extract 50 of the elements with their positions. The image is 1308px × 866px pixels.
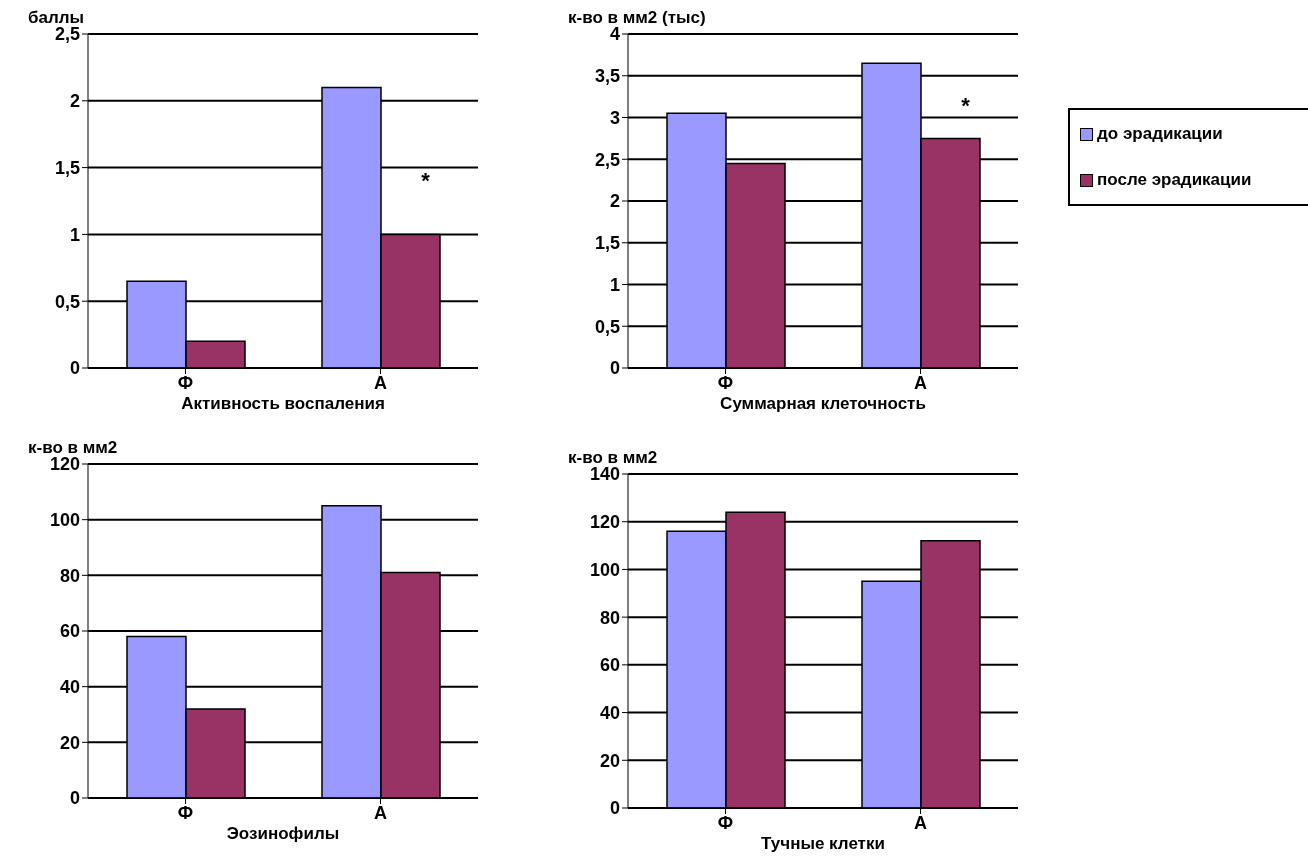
- y-tick-label: 2,5: [54, 24, 80, 45]
- y-tick-label: 1,5: [594, 233, 620, 254]
- annotation: *: [961, 93, 971, 119]
- x-axis-title: Активность воспаления: [180, 394, 386, 414]
- y-tick-label: 60: [599, 655, 620, 676]
- x-tick-label: А: [374, 372, 387, 393]
- y-tick-label: 0: [609, 358, 620, 379]
- x-tick-label: А: [914, 372, 927, 393]
- x-axis-title: Эозинофилы: [225, 824, 341, 844]
- y-axis-title: баллы: [28, 8, 85, 27]
- x-tick-label: Ф: [177, 372, 194, 393]
- y-tick-label: 140: [589, 464, 620, 485]
- y-tick-label: 100: [589, 559, 620, 580]
- y-tick-label: 120: [49, 454, 80, 475]
- x-axis-title: Суммарная клеточность: [719, 394, 927, 414]
- y-tick-label: 4: [609, 24, 620, 45]
- x-tick-label: Ф: [717, 812, 734, 833]
- y-tick-label: 80: [599, 607, 620, 628]
- y-tick-label: 60: [59, 621, 80, 642]
- y-tick-label: 2: [69, 91, 80, 112]
- y-tick-label: 3,5: [594, 66, 620, 87]
- y-tick-label: 2,5: [594, 149, 620, 170]
- y-tick-label: 0,5: [594, 316, 620, 337]
- y-tick-label: 0: [69, 358, 80, 379]
- y-tick-label: 40: [599, 702, 620, 723]
- x-axis-title: Тучные клетки: [760, 834, 886, 854]
- y-axis-title: к-во в мм2 (тыс): [568, 8, 706, 27]
- y-tick-label: 80: [59, 565, 80, 586]
- y-tick-label: 20: [59, 732, 80, 753]
- y-tick-label: 120: [589, 512, 620, 533]
- y-tick-label: 0,5: [54, 291, 80, 312]
- y-tick-label: 0: [609, 798, 620, 819]
- annotation: *: [421, 167, 431, 193]
- y-tick-label: 1,5: [54, 157, 80, 178]
- x-tick-label: А: [374, 802, 387, 823]
- y-tick-label: 1: [609, 274, 620, 295]
- y-tick-label: 0: [69, 788, 80, 809]
- y-axis-title: к-во в мм2: [28, 438, 118, 457]
- x-tick-label: А: [914, 812, 927, 833]
- y-tick-label: 20: [599, 750, 620, 771]
- y-axis-title: к-во в мм2: [568, 448, 658, 467]
- legend-label: после эрадикации: [1097, 170, 1252, 190]
- x-tick-label: Ф: [717, 372, 734, 393]
- x-tick-label: Ф: [177, 802, 194, 823]
- legend-label: до эрадикации: [1097, 124, 1223, 144]
- y-tick-label: 100: [49, 510, 80, 531]
- y-tick-label: 2: [609, 191, 620, 212]
- y-tick-label: 1: [69, 224, 80, 245]
- y-tick-label: 40: [59, 677, 80, 698]
- y-tick-label: 3: [609, 107, 620, 128]
